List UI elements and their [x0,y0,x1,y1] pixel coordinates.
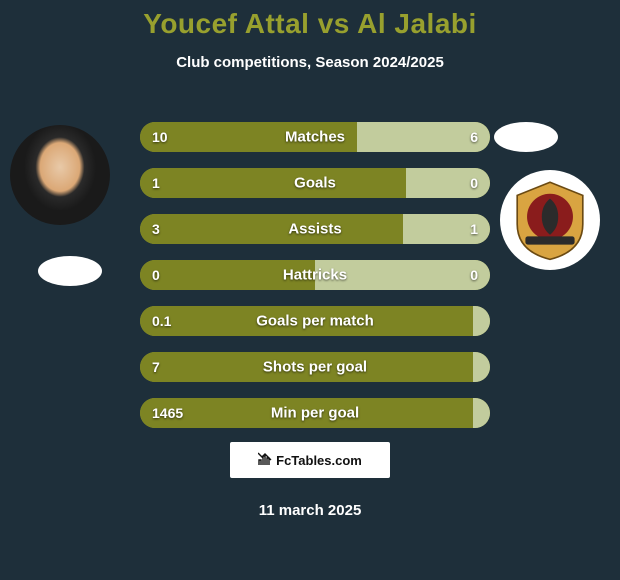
club-badge-icon [509,179,591,261]
stat-row: Matches10 6 [140,122,490,152]
stat-value-left: 1 [152,175,160,191]
page-title: Youcef Attal vs Al Jalabi [0,8,620,40]
attribution-badge: FcTables.com [230,442,390,478]
stat-value-left: 1465 [152,405,183,421]
stat-label: Goals [140,175,490,192]
stat-value-left: 3 [152,221,160,237]
attribution-text: FcTables.com [276,453,362,468]
stat-value-right: 6 [470,129,478,145]
avatar-face-placeholder [10,125,110,225]
stat-value-right: 1 [470,221,478,237]
chart-icon [258,452,272,469]
stat-label: Matches [140,129,490,146]
stat-value-right: 0 [470,267,478,283]
stat-value-left: 0 [152,267,160,283]
stat-label: Hattricks [140,267,490,284]
stat-value-left: 10 [152,129,168,145]
stat-row: Min per goal1465 [140,398,490,428]
stat-label: Assists [140,221,490,238]
page-subtitle: Club competitions, Season 2024/2025 [0,54,620,71]
comparison-infographic: Youcef Attal vs Al Jalabi Club competiti… [0,0,620,580]
stat-label: Min per goal [140,405,490,422]
player-right-club-badge [500,170,600,270]
stat-row: Goals per match0.1 [140,306,490,336]
player-right-club-badge-small [494,122,558,152]
player-left-avatar [10,125,110,225]
stat-value-left: 7 [152,359,160,375]
player-left-club-badge [38,256,102,286]
stat-row: Goals1 0 [140,168,490,198]
stat-row: Shots per goal7 [140,352,490,382]
comparison-bars: Matches106Goals10Assists31Hattricks00Goa… [140,122,490,444]
stat-label: Shots per goal [140,359,490,376]
stat-label: Goals per match [140,313,490,330]
stat-value-right: 0 [470,175,478,191]
stat-row: Hattricks0 0 [140,260,490,290]
stat-row: Assists3 1 [140,214,490,244]
stat-value-left: 0.1 [152,313,171,329]
generation-date: 11 march 2025 [0,502,620,519]
